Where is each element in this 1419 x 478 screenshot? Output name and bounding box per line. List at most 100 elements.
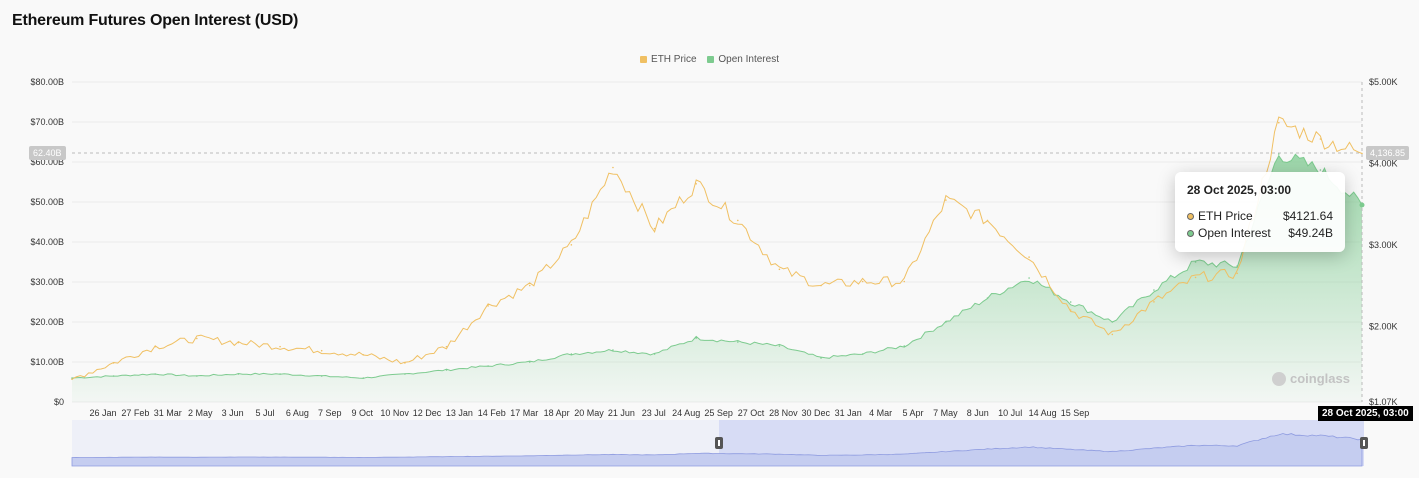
legend-item-open-interest[interactable]: Open Interest: [707, 54, 779, 65]
open-interest-line: [71, 153, 1363, 379]
zoom-handle-right[interactable]: [1360, 437, 1368, 449]
eth-price-point: [903, 280, 906, 283]
x-axis-tick: 17 Mar: [510, 408, 538, 418]
x-axis-tick: 18 Apr: [544, 408, 570, 418]
tooltip-row-open-interest: Open Interest $49.24B: [1187, 226, 1333, 240]
eth-price-point: [279, 345, 281, 348]
open-interest-point: [528, 361, 531, 363]
left-axis-tick: $20.00B: [30, 317, 64, 327]
eth-price-point: [820, 284, 822, 287]
open-interest-point: [279, 373, 281, 375]
open-interest-point: [861, 353, 864, 355]
eth-price-point: [1111, 333, 1114, 336]
open-interest-point: [112, 375, 115, 377]
open-interest-point: [1277, 153, 1280, 155]
legend-item-eth-price[interactable]: ETH Price: [640, 54, 697, 65]
open-interest-point: [320, 375, 323, 377]
left-axis-tick: $50.00B: [30, 197, 64, 207]
open-interest-point: [445, 369, 448, 371]
tooltip-dot-open-interest: [1187, 229, 1194, 237]
x-axis-tick: 30 Dec: [802, 408, 831, 418]
x-axis-tick: 14 Aug: [1029, 408, 1057, 418]
open-interest-point: [570, 353, 573, 355]
navigator-series: [71, 433, 1363, 467]
tooltip-dot-eth-price: [1187, 212, 1194, 220]
zoom-handle-left[interactable]: [715, 437, 723, 449]
right-axis-tick: $5.00K: [1369, 77, 1398, 87]
eth-price-point: [1028, 256, 1030, 258]
eth-price-point: [320, 349, 323, 352]
eth-price-point: [861, 280, 864, 283]
x-axis-tick: 8 Jun: [967, 408, 989, 418]
tooltip-row-eth-price: ETH Price $4121.64: [1187, 209, 1333, 223]
eth-price-point: [1361, 152, 1363, 155]
eth-price-point: [1236, 272, 1238, 275]
x-axis-tick: 10 Jul: [998, 408, 1022, 418]
eth-price-point: [612, 166, 614, 169]
watermark-text: coinglass: [1290, 371, 1350, 386]
tooltip-date: 28 Oct 2025, 03:00: [1187, 183, 1292, 197]
eth-price-point: [71, 378, 73, 381]
legend-label-open-interest: Open Interest: [718, 54, 779, 65]
right-axis-tick: $1.07K: [1369, 397, 1398, 407]
crosshair-left-value: 62.40B: [29, 146, 66, 160]
open-interest-point: [612, 349, 614, 351]
open-interest-point: [154, 373, 157, 375]
open-interest-point: [1153, 289, 1155, 291]
tooltip-value-open-interest: $49.24B: [1288, 226, 1333, 240]
eth-price-point: [154, 345, 157, 348]
open-interest-point: [1111, 321, 1114, 323]
right-axis-tick: $2.00K: [1369, 321, 1398, 331]
watermark: coinglass: [1272, 371, 1350, 386]
open-interest-point: [737, 341, 739, 343]
x-axis-tick: 3 Jun: [222, 408, 244, 418]
eth-price-point: [112, 362, 115, 364]
open-interest-point: [1194, 261, 1197, 263]
x-axis-tick: 14 Feb: [478, 408, 506, 418]
coinglass-logo-icon: [1272, 371, 1286, 386]
open-interest-point: [237, 373, 240, 375]
left-axis-tick: $60.00B: [30, 157, 64, 167]
x-axis-tick: 31 Mar: [154, 408, 182, 418]
eth-price-point: [695, 182, 697, 185]
open-interest-point: [196, 375, 198, 377]
eth-price-point: [778, 268, 781, 271]
open-interest-point: [404, 373, 406, 375]
eth-price-point: [945, 199, 947, 201]
x-axis-tick: 4 Mar: [869, 408, 892, 418]
crosshair-date-badge: 28 Oct 2025, 03:00: [1318, 406, 1413, 421]
open-interest-point: [653, 353, 656, 355]
open-interest-point: [820, 357, 822, 359]
legend-swatch-open-interest: [707, 56, 715, 63]
left-axis-tick: $80.00B: [30, 77, 64, 87]
x-axis-tick: 20 May: [574, 408, 604, 418]
x-axis-tick: 5 Apr: [902, 408, 923, 418]
eth-price-point: [196, 337, 198, 340]
crosshair-oi-marker: [1359, 202, 1365, 208]
x-axis-tick: 10 Nov: [380, 408, 409, 418]
eth-price-point: [1194, 276, 1197, 279]
left-axis-tick: $40.00B: [30, 237, 64, 247]
tooltip-label-eth-price: ETH Price: [1198, 209, 1253, 223]
open-interest-point: [945, 321, 947, 323]
eth-price-point: [653, 227, 656, 230]
eth-price-point: [1153, 301, 1155, 303]
chart-tooltip: 28 Oct 2025, 03:00 ETH Price $4121.64 Op…: [1175, 172, 1345, 252]
x-axis-tick: 31 Jan: [835, 408, 862, 418]
eth-price-point: [237, 341, 240, 344]
chart-title: Ethereum Futures Open Interest (USD): [12, 12, 299, 29]
eth-price-point: [362, 353, 365, 356]
x-axis-tick: 9 Oct: [351, 408, 373, 418]
x-axis-tick: 28 Nov: [769, 408, 798, 418]
eth-price-point: [737, 219, 739, 222]
x-axis-tick: 25 Sep: [704, 408, 733, 418]
x-axis-tick: 6 Aug: [286, 408, 309, 418]
open-interest-point: [1028, 277, 1030, 279]
x-axis-tick: 5 Jul: [255, 408, 274, 418]
right-axis-tick: $3.00K: [1369, 240, 1398, 250]
eth-price-point: [1319, 138, 1322, 140]
tooltip-value-eth-price: $4121.64: [1282, 209, 1333, 223]
x-axis-tick: 15 Sep: [1061, 408, 1090, 418]
eth-price-point: [570, 244, 573, 246]
